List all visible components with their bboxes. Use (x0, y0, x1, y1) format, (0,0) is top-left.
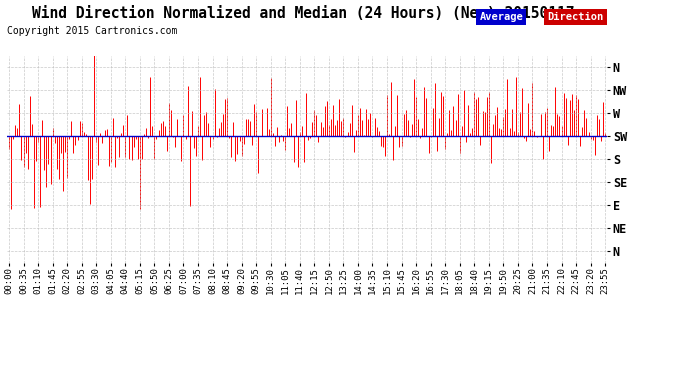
Text: Direction: Direction (547, 12, 604, 22)
Text: Average: Average (480, 12, 523, 22)
Text: Copyright 2015 Cartronics.com: Copyright 2015 Cartronics.com (7, 26, 177, 36)
Text: Wind Direction Normalized and Median (24 Hours) (New) 20150117: Wind Direction Normalized and Median (24… (32, 6, 575, 21)
